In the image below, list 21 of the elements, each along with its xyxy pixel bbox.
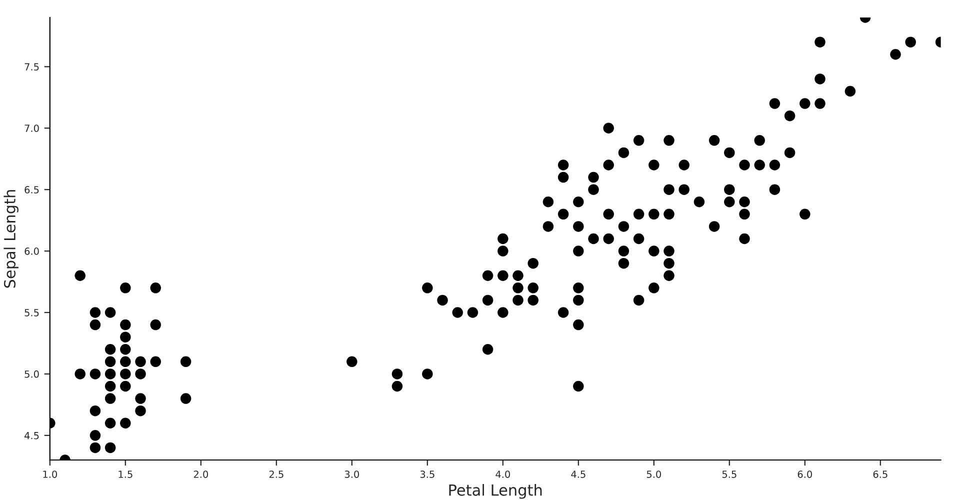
x-tick-label: 5.5 [722,470,736,478]
y-tick-label: 4.5 [24,432,39,440]
x-tick-label: 6.5 [873,470,888,478]
x-tick-label: 1.5 [118,470,132,478]
x-tick-label: 6.0 [798,470,812,478]
y-tick-label: 5.0 [24,370,39,378]
y-tick-label: 6.5 [24,186,39,194]
y-tick-label: 6.0 [24,248,39,255]
x-tick-label: 2.0 [194,470,208,478]
y-tick-label: 7.0 [24,124,39,132]
y-tick-label: 5.5 [24,309,39,316]
x-tick-label: 4.0 [496,470,510,478]
x-tick-label: 2.5 [269,470,284,478]
x-tick-label: 5.0 [646,470,661,478]
y-tick-label: 7.5 [24,63,39,70]
x-tick-label: 1.0 [43,470,58,478]
x-tick-label: 3.5 [420,470,434,478]
y-axis-title: Sepal Length [4,190,18,288]
x-tick-label: 4.5 [571,470,586,478]
x-axis-title: Petal Length [449,484,542,499]
x-tick-label: 3.0 [344,470,359,478]
